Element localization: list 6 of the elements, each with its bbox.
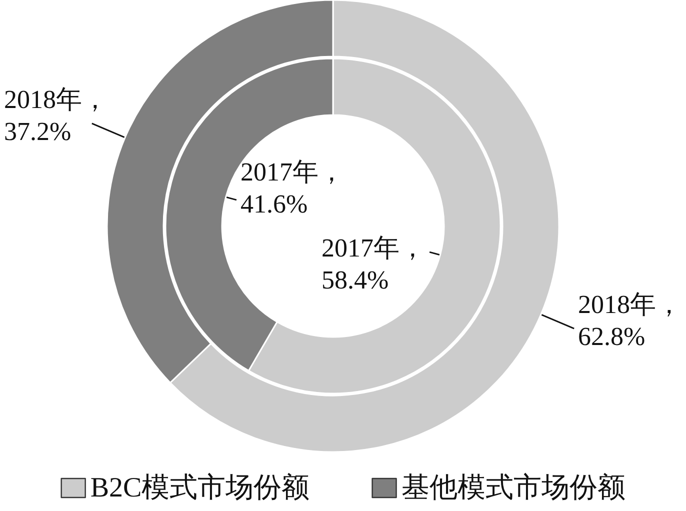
data-label: 2017年， 58.4% [322, 234, 426, 295]
data-label: 2018年， 37.2% [4, 84, 108, 146]
data-label: 2017年， 41.6% [240, 157, 344, 218]
legend-label: B2C模式市场份额 [90, 472, 310, 504]
data-label: 2018年， 62.8% [578, 290, 682, 352]
legend-label: 基他模式市场份额 [401, 472, 626, 504]
